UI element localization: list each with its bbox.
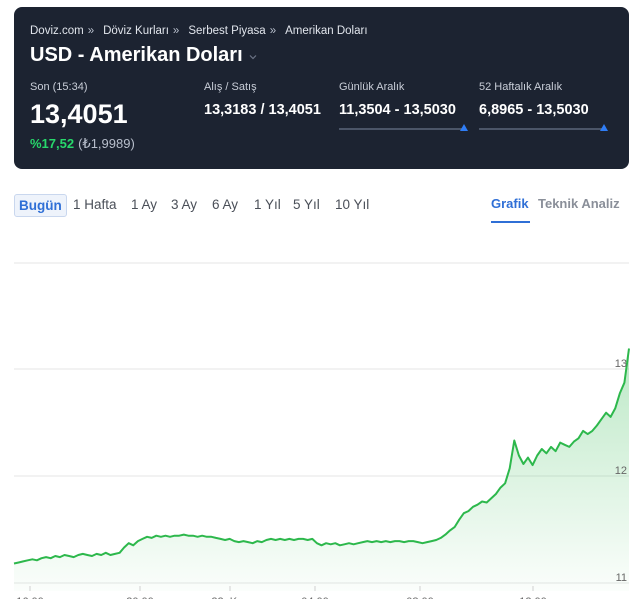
- page-title[interactable]: USD - Amerikan Doları: [30, 44, 243, 66]
- chevron-down-icon[interactable]: [249, 53, 257, 61]
- change-percent: %17,52: [30, 136, 75, 151]
- change-info: %17,52 (₺1,9989): [30, 136, 135, 152]
- change-absolute: (₺1,9989): [78, 136, 135, 151]
- y-tick-label: 12: [615, 465, 627, 477]
- x-tick-label: 16:00: [16, 596, 44, 599]
- y-tick-label: 13: [615, 358, 627, 370]
- tab-6-month[interactable]: 6 Ay: [212, 197, 239, 212]
- breadcrumb-separator: »: [172, 25, 180, 37]
- x-tick-label: 12:00: [519, 596, 547, 599]
- last-label: Son (15:34): [30, 81, 88, 93]
- breadcrumb-current[interactable]: Amerikan Doları: [285, 25, 368, 37]
- breadcrumb-separator: »: [269, 25, 277, 37]
- weekly52-range-label: 52 Haftalık Aralık: [479, 81, 563, 93]
- price-line: [13, 348, 630, 565]
- tab-1-month[interactable]: 1 Ay: [131, 197, 158, 212]
- x-tick-label: 22. Kas: [211, 596, 249, 599]
- x-tick-label: 04:00: [301, 596, 329, 599]
- breadcrumb-rates-link[interactable]: Döviz Kurları: [103, 25, 169, 37]
- x-tick-label: 20:00: [126, 596, 154, 599]
- tab-today[interactable]: Bugün: [14, 194, 67, 217]
- daily-range-label: Günlük Aralık: [339, 81, 405, 93]
- tab-3-month[interactable]: 3 Ay: [171, 197, 198, 212]
- daily-range-marker: [460, 124, 468, 131]
- y-axis-labels: 13 12 11: [615, 358, 627, 584]
- breadcrumb-separator: »: [87, 25, 95, 37]
- y-tick-label: 11: [616, 572, 627, 584]
- tab-10-year[interactable]: 10 Yıl: [335, 197, 370, 212]
- price-chart[interactable]: 13 12 11 16:00 20:00 22. Kas 04:00 08:00 12:00: [0, 250, 635, 599]
- tab-5-year[interactable]: 5 Yıl: [293, 197, 320, 212]
- price-area: [14, 348, 629, 591]
- active-view-indicator: [491, 221, 530, 223]
- weekly52-range-marker: [600, 124, 608, 131]
- daily-range-value: 11,3504 - 13,5030: [339, 102, 456, 118]
- breadcrumb-home-link[interactable]: Doviz.com: [30, 25, 84, 37]
- daily-range-bar: [339, 128, 464, 130]
- x-tick-label: 08:00: [406, 596, 434, 599]
- quote-header: Doviz.com» Döviz Kurları» Serbest Piyasa» A…: [14, 7, 629, 169]
- bid-ask-value: 13,3183 / 13,4051: [204, 102, 321, 118]
- tab-technical-analysis[interactable]: Teknik Analiz: [538, 196, 620, 211]
- tab-chart[interactable]: Grafik: [491, 196, 529, 211]
- breadcrumb: Doviz.com» Döviz Kurları» Serbest Piyasa» A…: [30, 25, 372, 37]
- last-price: 13,4051: [30, 99, 128, 129]
- tab-1-year[interactable]: 1 Yıl: [254, 197, 281, 212]
- breadcrumb-free-market-link[interactable]: Serbest Piyasa: [188, 25, 266, 37]
- weekly52-range-value: 6,8965 - 13,5030: [479, 102, 589, 118]
- weekly52-range-bar: [479, 128, 604, 130]
- x-axis-labels: 16:00 20:00 22. Kas 04:00 08:00 12:00: [16, 586, 547, 599]
- bid-ask-label: Alış / Satış: [204, 81, 257, 93]
- tab-1-week[interactable]: 1 Hafta: [73, 197, 117, 212]
